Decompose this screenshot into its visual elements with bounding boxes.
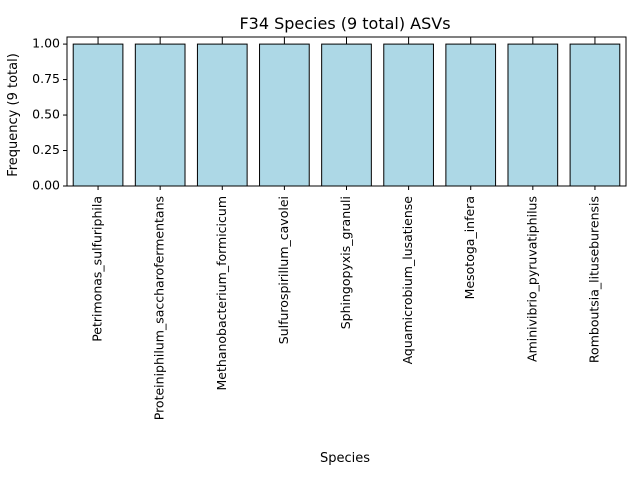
x-tick-label: Sulfurospirillum_cavolei	[276, 196, 291, 344]
x-tick-label: Mesotoga_infera	[462, 196, 477, 299]
y-tick-label: 0.25	[32, 142, 60, 157]
bar	[134, 43, 186, 187]
bar	[383, 43, 434, 187]
y-axis-label: Frequency (9 total)	[6, 53, 21, 177]
plot-area: Petrimonas_sulfuriphila Proteiniphilum_sa…	[32, 36, 627, 420]
bar	[196, 43, 248, 187]
y-tick-label: 1.00	[32, 36, 60, 51]
bar	[72, 43, 124, 187]
chart-title: F34 Species (9 total) ASVs	[239, 14, 450, 33]
bar	[445, 43, 497, 187]
x-tick-label: Aquamicrobium_lusatiense	[400, 196, 415, 365]
plot-frame	[66, 36, 627, 187]
x-tick-label: Petrimonas_sulfuriphila	[90, 196, 105, 342]
x-axis-label: Species	[320, 451, 370, 466]
bar	[569, 43, 621, 187]
bar	[259, 43, 310, 187]
x-tick-label: Aminivibrio_pyruvatiphilus	[524, 196, 539, 362]
x-tick-label: Methanobacterium_formicicum	[214, 196, 229, 390]
y-tick-label: 0.50	[32, 107, 60, 122]
y-tick-label: 0.00	[32, 178, 60, 193]
y-tick-label: 0.75	[32, 71, 60, 86]
x-tick-label: Romboutsia_lituseburensis	[586, 196, 601, 363]
bar	[507, 43, 559, 187]
bar	[321, 43, 372, 187]
x-tick-label: Sphingopyxis_granuli	[338, 196, 353, 329]
x-tick-label: Proteiniphilum_saccharofermentans	[152, 196, 167, 420]
